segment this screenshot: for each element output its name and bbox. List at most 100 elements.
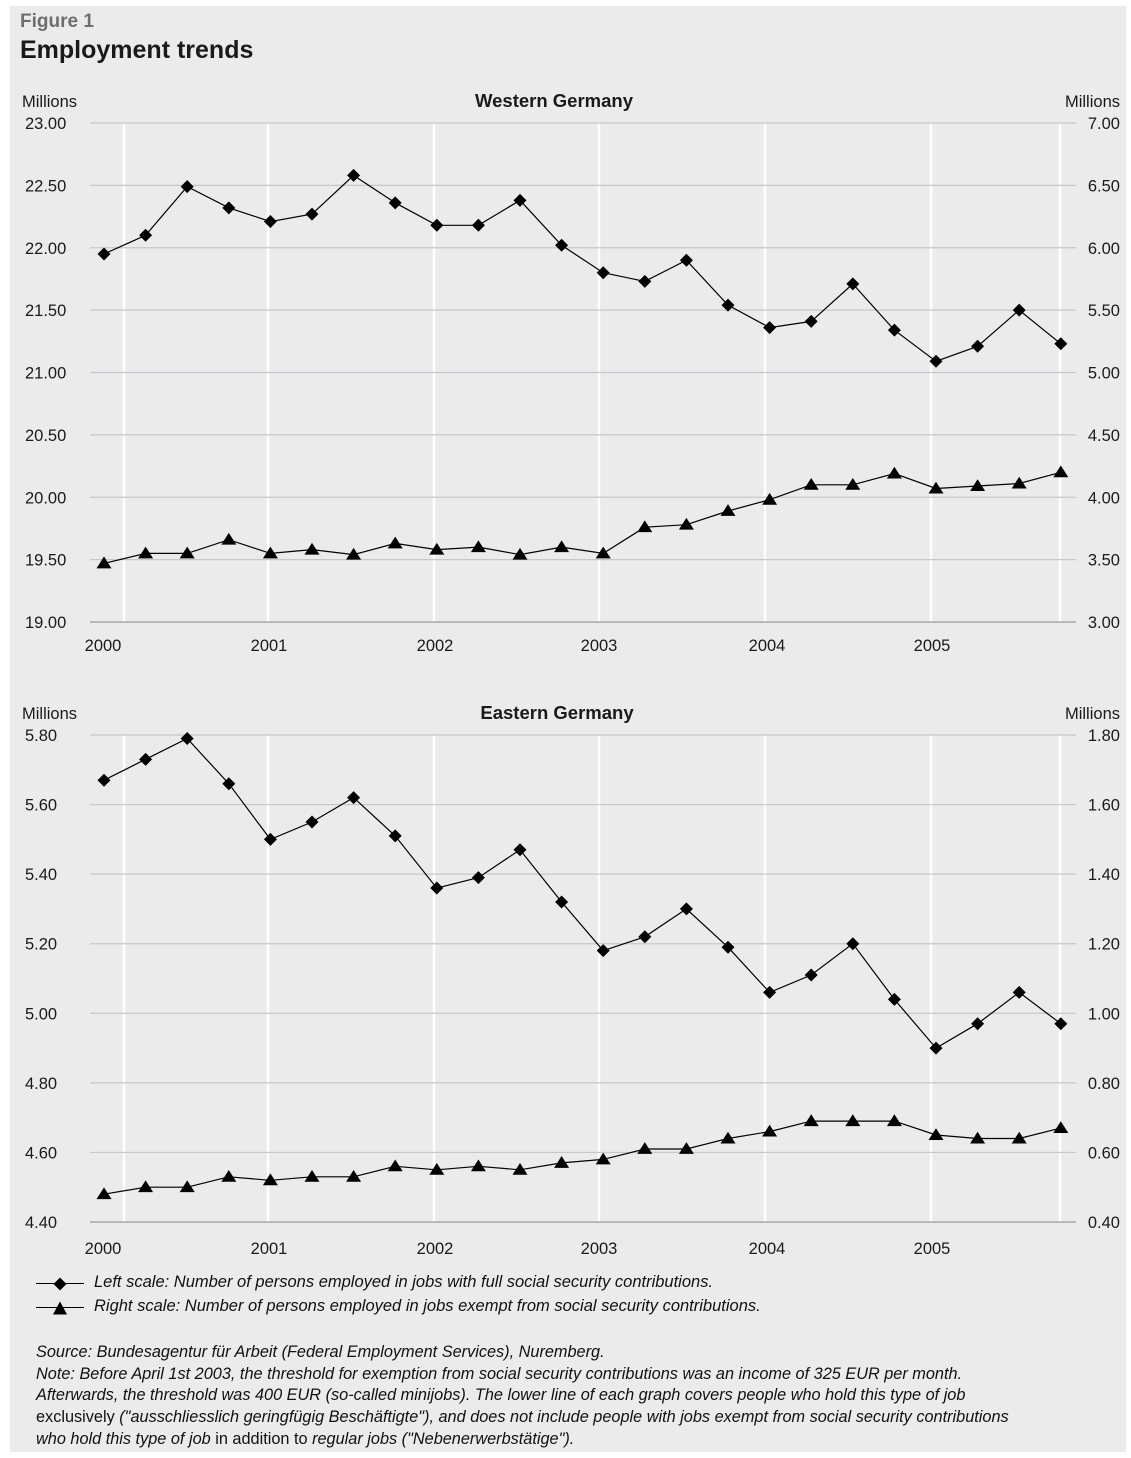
right-tick-label: 4.00 (1088, 489, 1120, 507)
data-point-diamond (388, 829, 402, 843)
note-line: Note: Before April 1st 2003, the thresho… (36, 1364, 963, 1383)
data-point-triangle (595, 1152, 611, 1165)
left-tick-label: 5.60 (25, 797, 57, 815)
data-point-diamond (180, 731, 194, 745)
data-point-triangle (1053, 465, 1069, 478)
series-line-diamond (103, 174, 1062, 362)
data-point-diamond (97, 773, 111, 787)
x-tick-label: 2002 (417, 637, 454, 655)
right-tick-label: 1.60 (1088, 797, 1120, 815)
data-point-triangle (429, 542, 445, 555)
data-point-diamond (471, 218, 485, 232)
note-text: ("ausschliesslich geringfügig Beschäftig… (114, 1408, 1009, 1427)
data-point-diamond (638, 274, 652, 288)
x-tick-label: 2003 (581, 1240, 618, 1258)
data-point-triangle (346, 547, 362, 560)
data-point-diamond (139, 752, 153, 766)
right-tick-label: 7.00 (1088, 115, 1120, 133)
data-point-diamond (513, 193, 527, 207)
right-tick-label: 5.00 (1088, 365, 1120, 383)
left-tick-label: 4.80 (25, 1075, 57, 1093)
data-point-triangle (678, 1142, 694, 1154)
x-tick-label: 2001 (251, 637, 288, 655)
data-point-diamond (887, 323, 901, 337)
left-tick-label: 4.60 (25, 1144, 57, 1162)
data-point-diamond (596, 944, 610, 958)
x-tick-label: 2004 (749, 1240, 786, 1258)
figure-label: Figure 1 (20, 11, 94, 32)
note-text: who hold this type of job (36, 1429, 211, 1448)
data-point-diamond (347, 168, 361, 182)
note-line: who hold this type of job in addition to… (36, 1429, 1131, 1451)
note-text: in addition to (210, 1429, 313, 1448)
data-point-triangle (762, 492, 778, 505)
data-point-diamond (555, 238, 569, 252)
left-tick-label: 22.50 (25, 177, 66, 195)
right-tick-label: 1.40 (1088, 866, 1120, 884)
x-tick-label: 2003 (581, 637, 618, 655)
data-point-triangle (470, 1159, 486, 1172)
data-point-diamond (846, 937, 860, 951)
source-line: Source: Bundesagentur für Arbeit (Federa… (36, 1343, 605, 1361)
data-point-diamond (305, 207, 319, 221)
x-tick-label: 2004 (749, 637, 786, 655)
right-tick-label: 4.50 (1088, 427, 1120, 445)
data-point-diamond (721, 298, 735, 312)
data-point-triangle (762, 1124, 778, 1137)
data-point-triangle (720, 504, 736, 516)
data-point-triangle (138, 546, 154, 559)
data-point-diamond (471, 871, 485, 885)
x-tick-label: 2000 (85, 1240, 122, 1258)
note-text: regular jobs (312, 1429, 398, 1448)
right-tick-label: 1.80 (1088, 727, 1120, 745)
x-tick-label: 2001 (251, 1240, 288, 1258)
data-point-diamond (638, 930, 652, 944)
data-point-diamond (1054, 337, 1068, 351)
left-tick-label: 21.50 (25, 302, 66, 320)
data-point-diamond (804, 968, 818, 982)
data-point-diamond (222, 201, 236, 215)
left-tick-label: 5.80 (25, 727, 57, 745)
data-point-diamond (430, 218, 444, 232)
figure-title: Employment trends (20, 36, 254, 64)
series-line-diamond (103, 737, 1062, 1049)
data-point-triangle (845, 1114, 861, 1127)
data-point-diamond (139, 228, 153, 242)
data-point-triangle (221, 532, 237, 545)
right-tick-label: 5.50 (1088, 302, 1120, 320)
data-point-triangle (96, 1187, 112, 1200)
data-point-triangle (179, 1180, 195, 1193)
data-point-triangle (179, 546, 195, 559)
data-point-triangle (803, 477, 819, 490)
data-point-diamond (222, 777, 236, 791)
data-point-diamond (596, 266, 610, 280)
data-point-triangle (678, 517, 694, 530)
data-point-diamond (929, 354, 943, 368)
data-point-diamond (721, 940, 735, 954)
x-tick-label: 2005 (914, 637, 951, 655)
data-point-diamond (263, 215, 277, 229)
right-tick-label: 6.50 (1088, 177, 1120, 195)
x-tick-label: 2005 (914, 1240, 951, 1258)
data-point-diamond (305, 815, 319, 829)
data-point-triangle (346, 1169, 362, 1182)
data-point-triangle (304, 542, 320, 555)
left-tick-label: 5.00 (25, 1005, 57, 1023)
left-tick-label: 23.00 (25, 115, 66, 133)
data-point-diamond (763, 985, 777, 999)
data-point-diamond (763, 321, 777, 335)
data-point-diamond (513, 843, 527, 857)
data-point-triangle (262, 546, 278, 559)
note-text: exclusively (36, 1408, 115, 1427)
left-tick-label: 20.00 (25, 489, 66, 507)
chart-title: Eastern Germany (480, 702, 634, 723)
data-point-triangle (387, 536, 403, 549)
charts-canvas: Western Germany Millions Millions 23.00 22.5… (22, 90, 1120, 1258)
right-axis-label: Millions (1065, 705, 1120, 723)
data-point-triangle (429, 1163, 445, 1175)
left-tick-label: 19.00 (25, 614, 66, 632)
data-point-triangle (595, 546, 611, 559)
data-point-diamond (347, 791, 361, 805)
left-tick-label: 5.20 (25, 936, 57, 954)
chart-title: Western Germany (475, 90, 634, 111)
